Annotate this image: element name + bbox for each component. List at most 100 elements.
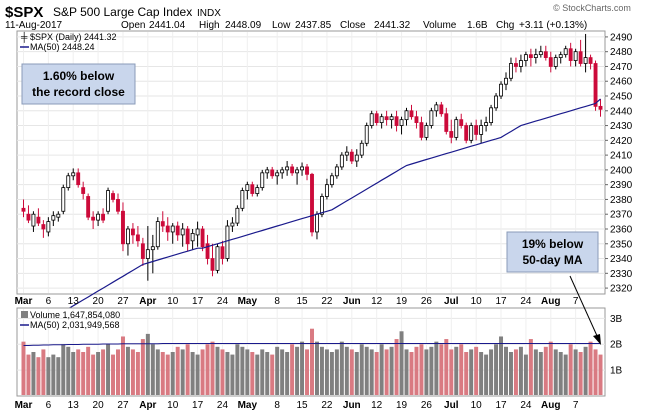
candle-body <box>255 187 260 194</box>
candle-body <box>26 213 31 221</box>
volume-bar <box>518 346 523 395</box>
volume-bar <box>369 349 374 395</box>
candle-body <box>235 207 240 224</box>
candle-body <box>563 48 568 56</box>
volume-bar <box>265 352 270 395</box>
volume-bar <box>334 349 339 395</box>
volume-ma50-line <box>23 343 601 346</box>
x-tick-label: 10 <box>471 400 483 411</box>
annotation-arrowhead <box>593 334 601 345</box>
volume-bar <box>419 344 424 395</box>
x-tick-label: 17 <box>192 400 204 411</box>
volume-bar <box>324 349 329 395</box>
candle-body <box>414 116 419 124</box>
volume-panel: 3B 2B 1B Volume 1,647,854,080 MA(50) 2,031… <box>15 307 623 411</box>
candle-body <box>41 224 46 230</box>
candle-body <box>250 184 255 194</box>
date-label: 11-Aug-2017 <box>5 20 63 31</box>
x-tick-label: 20 <box>93 296 105 307</box>
volume-bar <box>280 349 285 395</box>
volume-bar <box>145 333 150 395</box>
volume-bar <box>558 352 563 395</box>
legend-spx: $SPX (Daily) 2441.32 <box>30 32 117 42</box>
y-tick-label: 2370 <box>610 210 633 221</box>
x-tick-label: 7 <box>573 296 579 307</box>
candle-body <box>220 246 225 259</box>
candle-body <box>155 221 160 248</box>
volume-bar <box>538 352 543 395</box>
volume-bar <box>573 349 578 395</box>
candle-body <box>374 113 379 124</box>
candle-body <box>91 216 96 221</box>
volume-bar <box>56 357 61 395</box>
candle-body <box>195 228 200 236</box>
volume-bar <box>364 346 369 395</box>
volume-bar <box>210 341 215 395</box>
candle-body <box>185 228 190 245</box>
low-label: Low <box>272 20 291 31</box>
candle-body <box>583 57 588 64</box>
candle-body <box>379 116 384 124</box>
change-label: Chg <box>496 20 514 31</box>
volume-bar <box>51 354 56 395</box>
x-tick-label: 12 <box>371 296 383 307</box>
candle-body <box>66 175 71 189</box>
candle-body <box>533 54 538 58</box>
candle-body <box>265 169 270 174</box>
candle-body <box>225 225 230 259</box>
volume-bar <box>379 344 384 395</box>
candle-body <box>121 210 125 245</box>
candle-body <box>344 151 349 156</box>
x-tick-label: 6 <box>46 296 52 307</box>
y-tick-label: 2430 <box>610 121 633 132</box>
candle-body <box>588 57 593 64</box>
candle-body <box>593 63 598 107</box>
x-tick-label: Aug <box>541 400 560 411</box>
candle-body <box>51 215 56 221</box>
candle-body <box>514 63 518 67</box>
candle-body <box>518 60 523 67</box>
candle-body <box>479 125 484 135</box>
change-value: +3.11 (+0.13%) <box>519 20 587 31</box>
candle-body <box>290 166 295 174</box>
x-tick-label: May <box>238 400 258 411</box>
volume-bar <box>523 354 528 395</box>
y-tick-label: 2440 <box>610 106 633 117</box>
volume-bar <box>533 349 538 395</box>
x-tick-label: May <box>238 296 258 307</box>
candle-body <box>71 172 76 177</box>
volume-bar <box>543 346 548 395</box>
volume-bar <box>111 354 116 395</box>
candle-body <box>315 213 319 233</box>
candle-body <box>444 113 449 132</box>
volume-bar <box>404 349 409 395</box>
volume-bar <box>414 346 419 395</box>
volume-bar <box>26 354 31 395</box>
volume-bar <box>319 346 324 395</box>
candle-body <box>548 57 553 67</box>
candle-body <box>329 175 334 186</box>
volume-bar <box>270 354 275 395</box>
x-tick-label: 20 <box>93 400 105 411</box>
annotation-line: 50-day MA <box>522 253 582 267</box>
x-tick-label: Aug <box>541 296 560 307</box>
volume-bar <box>260 349 265 395</box>
volume-bar <box>125 346 130 395</box>
volume-bar <box>255 354 260 395</box>
volume-bar <box>548 341 553 395</box>
candle-body <box>439 104 444 115</box>
volume-bar <box>290 344 295 395</box>
x-tick-label: 19 <box>396 400 408 411</box>
x-tick-label: 6 <box>46 400 52 411</box>
candle-body <box>81 187 86 194</box>
volume-x-axis: Mar 6 13 20 27 Apr 10 17 24 May 8 15 22 Jun 12 19 26 Jul 1… <box>15 400 579 411</box>
index-name: S&P 500 Large Cap Index <box>53 5 192 19</box>
candle-body <box>424 125 429 138</box>
candle-body <box>389 116 394 121</box>
volume-bar <box>310 328 314 395</box>
y-tick-label: 2360 <box>610 224 633 235</box>
volume-bar <box>359 344 364 395</box>
x-tick-label: 22 <box>321 400 333 411</box>
legend-volume-swatch <box>21 311 28 318</box>
volume-label: Volume <box>423 20 457 31</box>
